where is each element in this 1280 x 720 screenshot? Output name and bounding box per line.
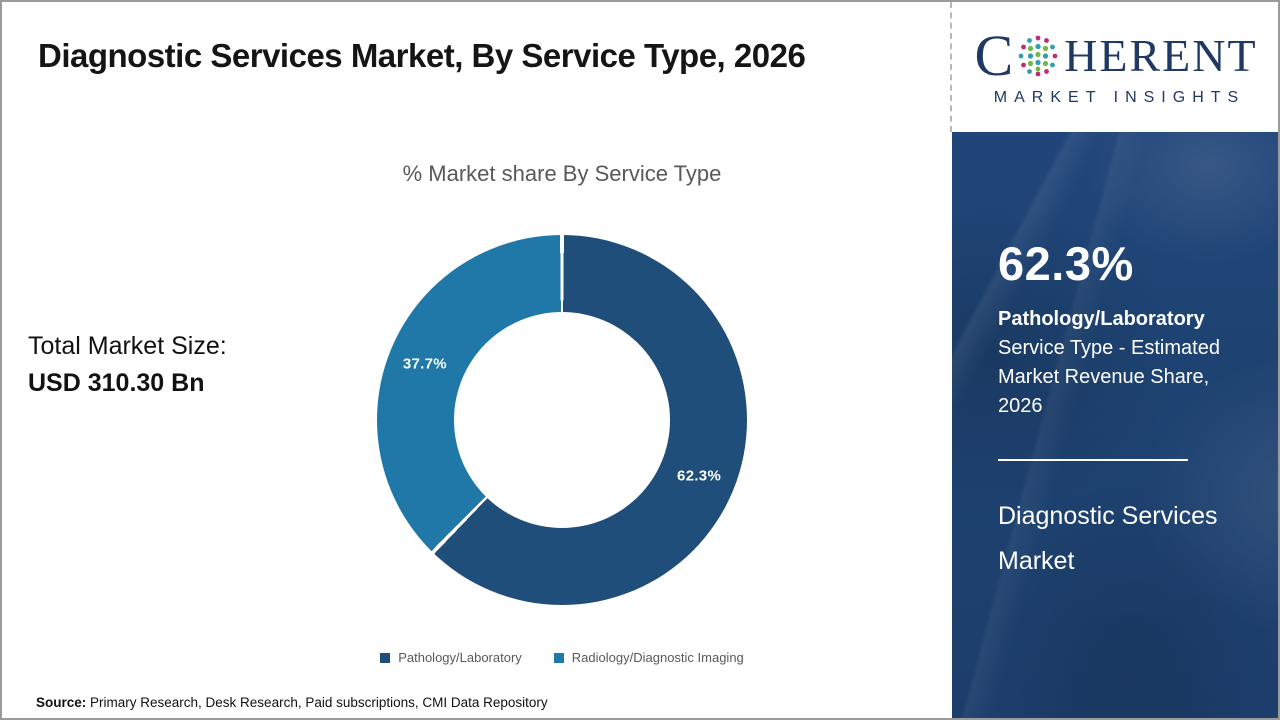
sidebar-stat-category: Pathology/Laboratory [998,308,1205,330]
brand-logo-area: C [950,2,1278,132]
source-text: Primary Research, Desk Research, Paid su… [86,695,548,710]
legend-swatch [380,652,391,663]
dotted-globe-icon [1018,35,1058,77]
slice-label: 37.7% [402,355,447,373]
source-label: Source: [36,695,87,710]
sidebar-stat-description: Pathology/Laboratory Service Type - Esti… [998,305,1246,421]
sidebar-panel: 62.3% Pathology/Laboratory Service Type … [952,132,1278,718]
legend-label: Radiology/Diagnostic Imaging [571,650,744,665]
main-content: Diagnostic Services Market, By Service T… [2,2,950,718]
chart-title: % Market share By Service Type [402,161,722,186]
brand-wordmark: C [974,27,1257,85]
sidebar-stat-value: 62.3% [998,237,1134,290]
donut-chart: 62.3% 37.7% [377,235,747,605]
right-column: C [950,2,1278,718]
legend-swatch [553,652,564,663]
legend-item: Pathology/Laboratory [380,650,522,665]
sidebar-stat-detail: Service Type - Estimated Market Revenue … [998,337,1220,417]
sidebar-divider [998,459,1188,461]
total-market-size-label: Total Market Size: [28,332,227,360]
sidebar-market-name: Diagnostic Services Market [998,502,1218,575]
slice-label: 62.3% [677,467,722,485]
legend-label: Pathology/Laboratory [398,650,522,665]
brand-letter-c: C [974,23,1014,88]
page-title: Diagnostic Services Market, By Service T… [38,37,806,74]
donut-hole [454,312,670,528]
source-note: Source: Primary Research, Desk Research,… [36,695,548,710]
total-market-size: Total Market Size: USD 310.30 Bn [28,328,227,402]
total-market-size-value: USD 310.30 Bn [28,369,205,397]
chart-legend: Pathology/Laboratory Radiology/Diagnostic… [212,650,912,665]
legend-item: Radiology/Diagnostic Imaging [553,650,744,665]
brand-letters-herent: HERENT [1064,30,1258,81]
brand-subtitle: MARKET INSIGHTS [993,89,1246,106]
